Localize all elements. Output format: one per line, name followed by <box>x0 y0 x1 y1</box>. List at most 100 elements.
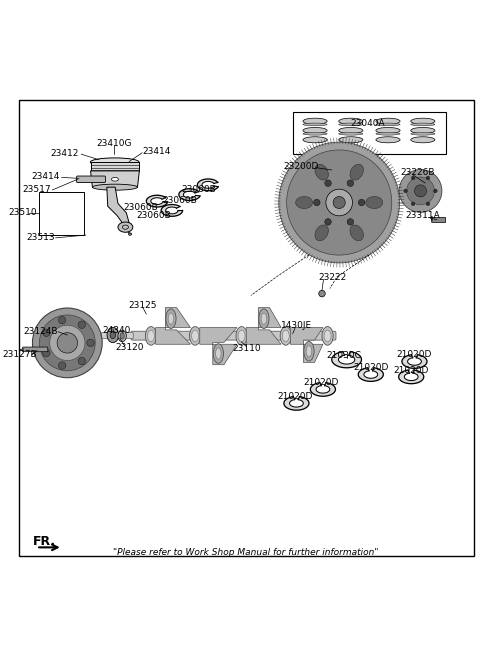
Polygon shape <box>200 327 237 365</box>
Polygon shape <box>197 179 218 191</box>
Circle shape <box>404 189 408 193</box>
Text: 1430JE: 1430JE <box>281 321 312 330</box>
Ellipse shape <box>296 197 312 209</box>
Text: 23124B: 23124B <box>24 327 58 336</box>
Ellipse shape <box>366 197 383 209</box>
Text: 23517: 23517 <box>23 186 51 194</box>
Ellipse shape <box>350 225 363 241</box>
Circle shape <box>433 189 437 193</box>
Text: 23513: 23513 <box>26 234 55 242</box>
Circle shape <box>325 180 331 186</box>
Polygon shape <box>290 327 323 362</box>
FancyBboxPatch shape <box>432 217 445 222</box>
Polygon shape <box>179 189 200 201</box>
Circle shape <box>358 199 365 206</box>
FancyBboxPatch shape <box>131 331 336 340</box>
Circle shape <box>39 315 95 371</box>
Ellipse shape <box>376 133 400 135</box>
Polygon shape <box>402 355 427 369</box>
Circle shape <box>87 339 94 346</box>
Ellipse shape <box>411 133 435 135</box>
Circle shape <box>43 329 50 337</box>
Ellipse shape <box>315 225 328 241</box>
Ellipse shape <box>411 123 435 126</box>
Circle shape <box>411 202 415 205</box>
Ellipse shape <box>304 342 314 361</box>
Circle shape <box>347 180 354 186</box>
Circle shape <box>319 291 325 297</box>
Ellipse shape <box>168 313 174 324</box>
Polygon shape <box>311 382 336 396</box>
Circle shape <box>414 185 427 197</box>
Ellipse shape <box>339 127 363 134</box>
Ellipse shape <box>236 327 247 345</box>
Ellipse shape <box>376 123 400 126</box>
Circle shape <box>411 176 415 180</box>
Ellipse shape <box>90 158 139 166</box>
Ellipse shape <box>303 123 327 126</box>
Polygon shape <box>146 195 168 207</box>
Text: 23410G: 23410G <box>96 138 132 148</box>
Circle shape <box>59 316 66 324</box>
Polygon shape <box>91 171 139 187</box>
Text: 23110: 23110 <box>232 344 261 354</box>
Ellipse shape <box>411 127 435 134</box>
Text: 23120: 23120 <box>115 343 144 352</box>
Ellipse shape <box>120 333 124 339</box>
Circle shape <box>78 321 85 329</box>
Circle shape <box>333 197 345 209</box>
Circle shape <box>426 176 430 180</box>
Ellipse shape <box>129 233 132 236</box>
FancyBboxPatch shape <box>23 347 48 352</box>
Text: 23060B: 23060B <box>162 196 197 205</box>
Circle shape <box>399 169 442 213</box>
Ellipse shape <box>324 330 331 342</box>
Circle shape <box>49 325 85 361</box>
Ellipse shape <box>216 348 221 359</box>
Ellipse shape <box>111 177 119 181</box>
Polygon shape <box>399 370 424 384</box>
Text: "Please refer to Work Shop Manual for further information": "Please refer to Work Shop Manual for fu… <box>113 548 379 556</box>
Ellipse shape <box>107 327 119 342</box>
Circle shape <box>326 189 352 216</box>
Text: 23040A: 23040A <box>351 119 385 128</box>
Polygon shape <box>279 142 400 263</box>
Text: 21020D: 21020D <box>397 350 432 359</box>
Ellipse shape <box>303 127 327 134</box>
Text: 23414: 23414 <box>142 148 170 156</box>
Text: 23222: 23222 <box>318 274 347 282</box>
Circle shape <box>43 349 50 357</box>
Polygon shape <box>20 348 23 351</box>
Text: 21030C: 21030C <box>326 352 361 360</box>
Ellipse shape <box>147 330 155 342</box>
Circle shape <box>325 218 331 225</box>
Circle shape <box>78 358 85 365</box>
Ellipse shape <box>259 309 269 329</box>
Text: 23414: 23414 <box>31 172 60 181</box>
Ellipse shape <box>339 123 363 126</box>
Circle shape <box>33 308 102 378</box>
Ellipse shape <box>350 164 363 180</box>
Text: 23311A: 23311A <box>406 211 440 220</box>
Ellipse shape <box>411 118 435 124</box>
Ellipse shape <box>118 222 133 232</box>
Circle shape <box>426 202 430 205</box>
Polygon shape <box>284 397 309 410</box>
Text: 23412: 23412 <box>50 149 78 157</box>
Circle shape <box>57 333 78 353</box>
Text: 21020D: 21020D <box>303 379 338 387</box>
Text: 23226B: 23226B <box>400 168 434 177</box>
Polygon shape <box>358 368 384 381</box>
Circle shape <box>313 199 320 206</box>
Ellipse shape <box>238 330 245 342</box>
Circle shape <box>347 218 354 225</box>
Text: 23510: 23510 <box>8 208 36 217</box>
Ellipse shape <box>376 127 400 134</box>
Text: 23125: 23125 <box>129 301 157 310</box>
Ellipse shape <box>190 327 201 345</box>
Ellipse shape <box>213 344 224 363</box>
Bar <box>293 112 446 154</box>
Ellipse shape <box>192 330 199 342</box>
Bar <box>39 192 84 235</box>
Ellipse shape <box>339 118 363 124</box>
